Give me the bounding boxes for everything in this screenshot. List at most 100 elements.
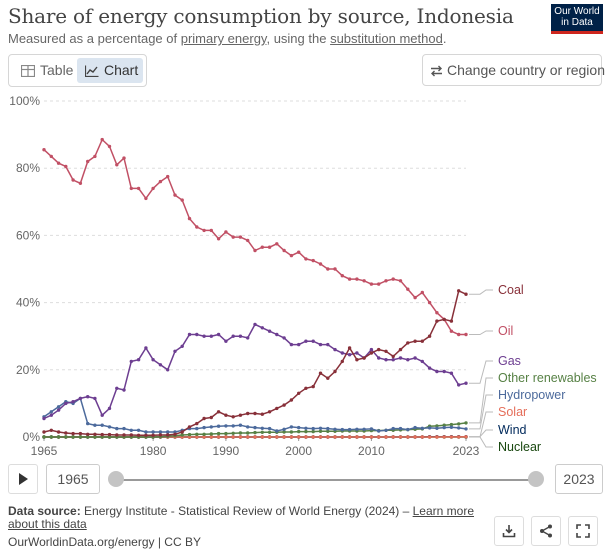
- point-gas-2015: [406, 358, 410, 362]
- point-coal-2022: [457, 289, 461, 293]
- tab-chart-label: Chart: [104, 62, 139, 78]
- point-gas-1972: [93, 396, 97, 401]
- point-coal-2000: [297, 391, 301, 395]
- point-oil-1975: [115, 163, 119, 167]
- point-solar-2018: [427, 435, 432, 439]
- point-gas-2011: [377, 356, 381, 360]
- learn-more-link-2[interactable]: about this data: [8, 517, 87, 531]
- point-hydropower-2023: [464, 427, 468, 431]
- point-gas-2020: [442, 369, 446, 374]
- play-button[interactable]: [8, 464, 38, 494]
- point-solar-1999: [289, 435, 294, 439]
- point-other-renewables-2020: [442, 423, 446, 427]
- point-coal-2009: [362, 356, 366, 360]
- timeline-track[interactable]: [116, 479, 536, 481]
- tab-chart[interactable]: Chart: [77, 58, 143, 83]
- point-oil-1979: [144, 196, 148, 201]
- point-oil-1980: [151, 186, 155, 191]
- point-coal-2021: [449, 319, 454, 323]
- point-coal-2019: [435, 319, 439, 323]
- point-other-renewables-1986: [195, 432, 199, 436]
- legend-label-solar: Solar: [498, 405, 527, 419]
- point-hydropower-1976: [122, 426, 126, 431]
- point-gas-1968: [64, 401, 68, 406]
- point-hydropower-1980: [151, 430, 155, 434]
- point-gas-1998: [282, 336, 286, 340]
- point-oil-1996: [267, 245, 272, 249]
- logo-line-1: Our World: [554, 6, 600, 17]
- point-gas-2019: [435, 369, 439, 374]
- label-connector-oil: [469, 330, 493, 336]
- point-coal-1989: [216, 410, 221, 414]
- footer-url[interactable]: OurWorldinData.org/energy | CC BY: [8, 535, 201, 549]
- change-country-button[interactable]: Change country or region: [422, 54, 605, 86]
- learn-more-link[interactable]: Learn more: [412, 504, 474, 518]
- point-gas-2022: [457, 383, 461, 387]
- end-handle[interactable]: [528, 471, 544, 487]
- owid-logo[interactable]: Our World in Data: [551, 4, 603, 34]
- point-gas-1966: [49, 413, 53, 417]
- point-hydropower-1986: [195, 426, 199, 431]
- substitution-method-link[interactable]: substitution method: [330, 31, 443, 46]
- point-oil-1977: [129, 186, 133, 191]
- point-solar-2001: [304, 435, 308, 439]
- table-icon: [20, 64, 36, 78]
- point-coal-1997: [275, 406, 279, 411]
- point-gas-1974: [107, 406, 112, 411]
- point-hydropower-1996: [267, 426, 272, 431]
- point-gas-2008: [355, 351, 359, 355]
- primary-energy-link[interactable]: primary energy: [180, 31, 267, 46]
- point-hydropower-1999: [289, 425, 294, 429]
- point-other-renewables-2001: [304, 429, 308, 434]
- point-other-renewables-1990: [224, 431, 228, 436]
- point-gas-2005: [333, 347, 337, 352]
- point-coal-2014: [398, 347, 403, 352]
- point-gas-1980: [151, 358, 155, 362]
- point-solar-1988: [209, 435, 213, 439]
- point-gas-1988: [209, 334, 213, 338]
- point-solar-2019: [435, 435, 439, 439]
- point-coal-1970: [78, 431, 83, 436]
- fullscreen-button[interactable]: [568, 516, 598, 546]
- point-hydropower-2015: [406, 427, 410, 432]
- logo-line-2: in Data: [561, 17, 593, 28]
- point-hydropower-2016: [413, 425, 417, 430]
- point-solar-2005: [333, 435, 337, 439]
- share-button[interactable]: [531, 516, 561, 546]
- tab-table[interactable]: Table: [13, 58, 77, 83]
- point-gas-2001: [304, 339, 308, 343]
- start-year[interactable]: 1965: [46, 464, 100, 494]
- label-connector-gas: [469, 360, 493, 384]
- start-handle[interactable]: [108, 471, 124, 487]
- download-button[interactable]: [494, 516, 524, 546]
- point-gas-2003: [318, 342, 323, 347]
- point-coal-1965: [42, 430, 46, 434]
- point-solar-2002: [311, 435, 315, 439]
- point-oil-2001: [304, 257, 308, 261]
- point-oil-2000: [297, 250, 301, 254]
- point-oil-1965: [42, 148, 46, 152]
- point-other-renewables-1988: [209, 432, 213, 436]
- legend-label-other-renewables: Other renewables: [498, 371, 597, 385]
- source-label: Data source:: [8, 504, 81, 518]
- point-gas-1977: [129, 359, 133, 364]
- point-oil-2012: [384, 279, 388, 283]
- point-gas-1967: [56, 408, 61, 412]
- point-gas-1997: [275, 332, 279, 337]
- point-solar-2007: [347, 435, 352, 439]
- point-hydropower-2005: [333, 427, 337, 431]
- point-hydropower-1971: [86, 421, 90, 426]
- point-coal-1966: [49, 428, 53, 432]
- change-country-label: Change country or region: [447, 62, 605, 78]
- point-coal-1993: [246, 411, 250, 416]
- point-oil-1974: [107, 144, 112, 149]
- end-year[interactable]: 2023: [555, 464, 603, 494]
- label-connector-solar: [469, 411, 493, 438]
- point-other-renewables-1972: [93, 435, 97, 439]
- point-hydropower-1998: [282, 427, 286, 431]
- point-oil-2013: [391, 277, 395, 281]
- point-oil-2005: [333, 267, 337, 271]
- point-other-renewables-1996: [267, 430, 272, 434]
- point-coal-2020: [442, 317, 446, 322]
- point-oil-2010: [369, 282, 374, 286]
